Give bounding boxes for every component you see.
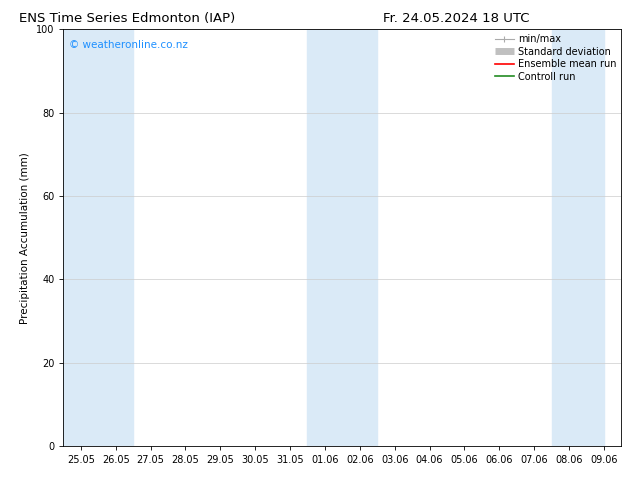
Y-axis label: Precipitation Accumulation (mm): Precipitation Accumulation (mm) [20, 152, 30, 323]
Text: ENS Time Series Edmonton (IAP): ENS Time Series Edmonton (IAP) [18, 12, 235, 25]
Text: © weatheronline.co.nz: © weatheronline.co.nz [69, 40, 188, 50]
Text: Fr. 24.05.2024 18 UTC: Fr. 24.05.2024 18 UTC [383, 12, 530, 25]
Bar [552, 29, 604, 446]
Legend: min/max, Standard deviation, Ensemble mean run, Controll run: min/max, Standard deviation, Ensemble me… [493, 32, 618, 83]
Bar [307, 29, 377, 446]
Bar [63, 29, 133, 446]
